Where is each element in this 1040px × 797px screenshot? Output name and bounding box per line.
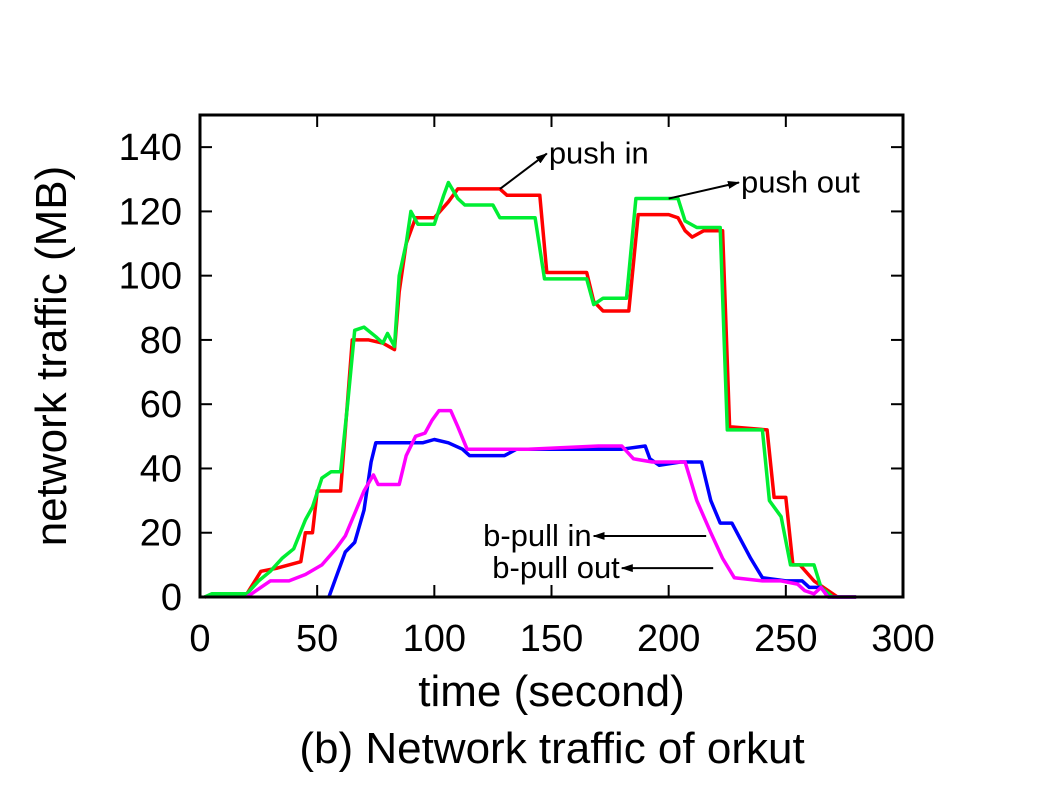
y-tick-label: 20	[140, 513, 182, 555]
x-tick-label: 250	[754, 618, 817, 660]
chart-caption: (b) Network traffic of orkut	[299, 724, 804, 773]
x-tick-label: 200	[637, 618, 700, 660]
annotation-arrow	[668, 181, 740, 200]
y-tick-label: 100	[119, 256, 182, 298]
x-axis-label: time (second)	[418, 667, 685, 716]
y-tick-label: 0	[161, 577, 182, 619]
x-tick-label: 50	[296, 618, 338, 660]
annotation-label: push in	[549, 136, 649, 171]
x-tick-label: 100	[403, 618, 466, 660]
series-line-push-out	[203, 180, 857, 599]
y-axis-label: network traffic (MB)	[27, 166, 76, 547]
series-line-b-pull-out	[245, 408, 857, 599]
x-tick-label: 150	[520, 618, 583, 660]
series-line-push-in	[204, 187, 857, 599]
annotation-label: b-pull in	[483, 518, 592, 553]
annotation-label: push out	[741, 164, 860, 199]
plot-area	[203, 180, 857, 599]
y-tick-label: 40	[140, 448, 182, 490]
axis-ticks: 0 50 100 150 200 250 300 0 20 40 60 80 100 120 140	[119, 115, 935, 660]
y-tick-label: 80	[140, 320, 182, 362]
annotation-arrow	[499, 152, 548, 190]
y-tick-label: 140	[119, 127, 182, 169]
annotation-label: b-pull out	[492, 550, 620, 585]
y-tick-label: 60	[140, 384, 182, 426]
y-tick-label: 120	[119, 191, 182, 233]
x-tick-label: 0	[189, 618, 210, 660]
annotations: push in push out b-pull inb-pull out	[483, 136, 860, 586]
x-tick-label: 300	[871, 618, 934, 660]
